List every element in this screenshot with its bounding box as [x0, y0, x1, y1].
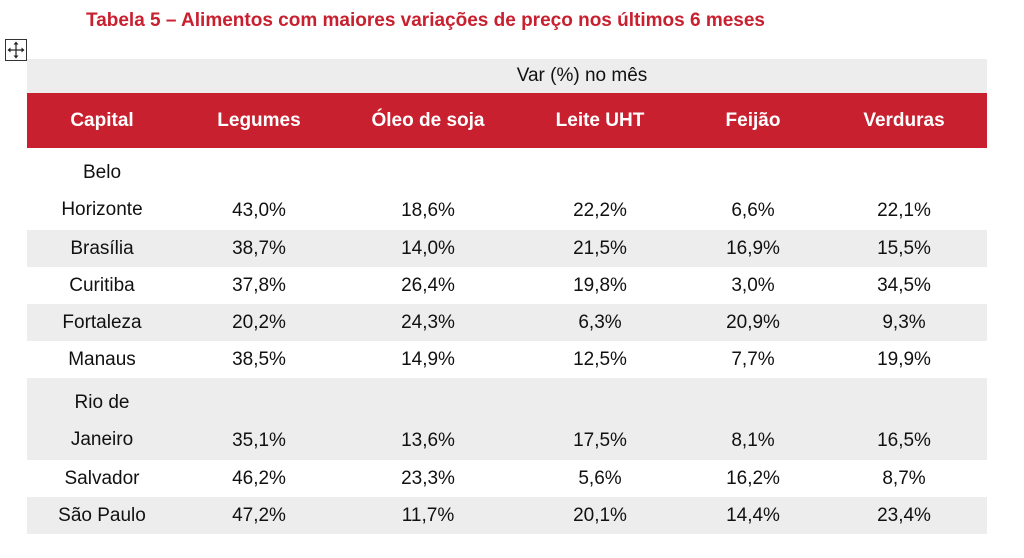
value-cell: 14,4% — [685, 497, 821, 534]
value-cell: 6,3% — [515, 304, 685, 341]
table-row: Brasília 38,7% 14,0% 21,5% 16,9% 15,5% — [27, 230, 988, 267]
value-cell: 14,0% — [341, 230, 515, 267]
table-row: São Paulo 47,2% 11,7% 20,1% 14,4% 23,4% — [27, 497, 988, 534]
value-cell: 8,7% — [882, 467, 926, 489]
value-cell: 38,7% — [177, 230, 341, 267]
value-cell: 16,9% — [685, 230, 821, 267]
table-title: Tabela 5 – Alimentos com maiores variaçõ… — [86, 10, 765, 31]
table-row: Curitiba 37,8% 26,4% 19,8% 3,0% 34,5% — [27, 267, 987, 304]
capital-cell: Manaus — [68, 348, 136, 370]
capital-cell: São Paulo — [27, 497, 177, 534]
value-cell: 16,5% — [821, 378, 988, 460]
value-cell: 19,9% — [877, 348, 931, 370]
value-cell: 3,0% — [731, 274, 775, 296]
value-cell: 24,3% — [341, 304, 515, 341]
value-cell: 20,2% — [177, 304, 341, 341]
value-cell: 13,6% — [341, 378, 515, 460]
value-cell: 22,2% — [573, 200, 627, 221]
value-cell: 16,2% — [726, 467, 780, 489]
value-cell: 26,4% — [401, 274, 455, 296]
value-cell: 20,1% — [515, 497, 685, 534]
table-row: Salvador 46,2% 23,3% 5,6% 16,2% 8,7% — [27, 460, 987, 497]
value-cell: 43,0% — [232, 200, 286, 221]
price-variation-table: Var (%) no mês Capital Legumes Óleo de s… — [27, 59, 988, 534]
table-row: Manaus 38,5% 14,9% 12,5% 7,7% 19,9% — [27, 341, 987, 378]
value-cell: 34,5% — [877, 274, 931, 296]
table-row: Belo Horizonte 43,0% 18,6% 22,2% 6,6% 22… — [27, 148, 987, 230]
value-cell: 5,6% — [578, 467, 622, 489]
value-cell: 11,7% — [341, 497, 515, 534]
value-cell: 46,2% — [232, 467, 286, 489]
table-row: Fortaleza 20,2% 24,3% 6,3% 20,9% 9,3% — [27, 304, 988, 341]
value-cell: 17,5% — [515, 378, 685, 460]
value-cell: 9,3% — [821, 304, 988, 341]
value-cell: 19,8% — [573, 274, 627, 296]
value-cell: 7,7% — [731, 348, 775, 370]
value-cell: 18,6% — [401, 200, 455, 221]
capital-cell: Belo Horizonte — [61, 162, 143, 220]
value-cell: 23,4% — [821, 497, 988, 534]
column-header-feijao: Feijão — [685, 93, 821, 148]
value-cell: 37,8% — [232, 274, 286, 296]
super-header-row: Var (%) no mês — [27, 59, 988, 93]
super-header: Var (%) no mês — [177, 59, 988, 93]
capital-cell: Brasília — [27, 230, 177, 267]
capital-cell: Curitiba — [69, 274, 135, 296]
value-cell: 8,1% — [685, 378, 821, 460]
capital-cell: Rio de Janeiro — [27, 378, 177, 460]
column-header-row: Capital Legumes Óleo de soja Leite UHT F… — [27, 93, 988, 148]
value-cell: 6,6% — [731, 200, 775, 221]
value-cell: 38,5% — [232, 348, 286, 370]
capital-cell: Fortaleza — [27, 304, 177, 341]
value-cell: 14,9% — [401, 348, 455, 370]
column-header-verduras: Verduras — [821, 93, 988, 148]
value-cell: 47,2% — [177, 497, 341, 534]
column-header-leite-uht: Leite UHT — [515, 93, 685, 148]
capital-cell: Salvador — [64, 467, 140, 489]
column-header-oleo-de-soja: Óleo de soja — [341, 93, 515, 148]
value-cell: 20,9% — [685, 304, 821, 341]
table-row: Rio de Janeiro 35,1% 13,6% 17,5% 8,1% 16… — [27, 378, 988, 460]
column-header-legumes: Legumes — [177, 93, 341, 148]
value-cell: 15,5% — [821, 230, 988, 267]
value-cell: 35,1% — [177, 378, 341, 460]
value-cell: 23,3% — [401, 467, 455, 489]
value-cell: 21,5% — [515, 230, 685, 267]
value-cell: 22,1% — [877, 200, 931, 221]
value-cell: 12,5% — [573, 348, 627, 370]
move-arrows-icon[interactable] — [5, 39, 27, 61]
column-header-capital: Capital — [27, 93, 177, 148]
